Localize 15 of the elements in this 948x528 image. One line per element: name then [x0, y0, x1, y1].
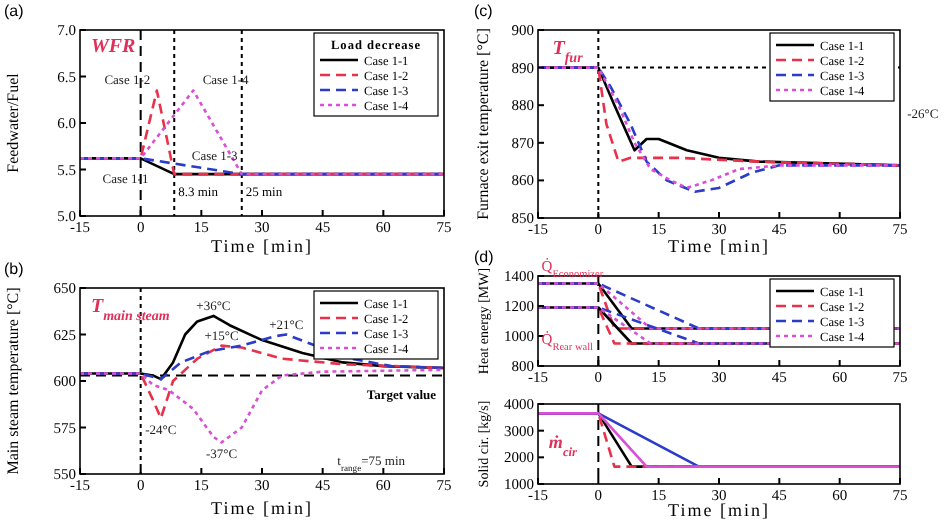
chart-title: (b) [4, 260, 25, 278]
chart-title: (a) [4, 2, 25, 20]
annotation: WFR [90, 36, 137, 59]
y-axis-title: Furnace exit temperature [°C] [474, 27, 492, 220]
y-axis-title: Main steam temperature [°C] [4, 286, 22, 475]
annotation: ṁ$_{cir}$ [548, 432, 578, 459]
x-axis-title: Time [min] [211, 236, 313, 256]
annotation: T$_{main steam}$ [90, 296, 171, 325]
chart-title: (d) [474, 248, 495, 266]
x-axis-title: Time [min] [211, 498, 313, 518]
y-axis-title: Feedwater/Fuel [4, 71, 22, 173]
x-axis-title: Time [min] [668, 500, 770, 520]
annotation: T$_{fur}$ [552, 38, 584, 67]
x-axis-title: Time [min] [668, 236, 770, 256]
chart-title: (c) [474, 2, 494, 20]
